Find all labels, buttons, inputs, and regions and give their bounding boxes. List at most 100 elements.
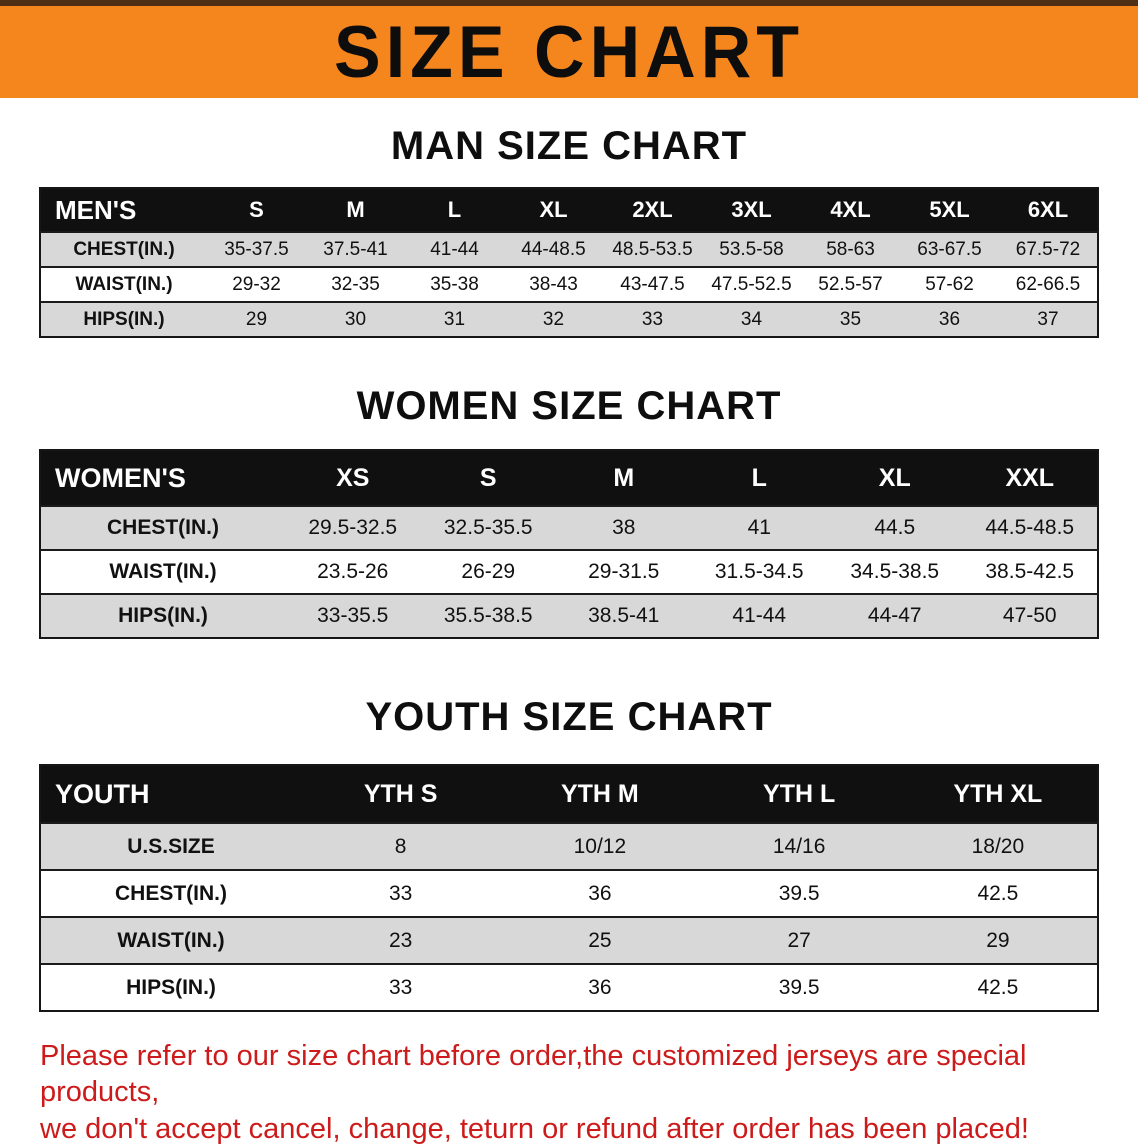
table-row: HIPS(IN.) 33 36 39.5 42.5 <box>40 963 1098 1011</box>
measurement-value-cell: 30 <box>306 301 405 337</box>
women-section: WOMEN SIZE CHART WOMEN'S XS S M L XL XXL CHEST(… <box>0 384 1138 639</box>
measurement-value-cell: 36 <box>500 963 700 1011</box>
measurement-value-cell: 33 <box>301 869 501 917</box>
measurement-value-cell: 42.5 <box>898 963 1098 1011</box>
row-label-cell: HIPS(IN.) <box>40 963 301 1011</box>
table-header-row: WOMEN'S XS S M L XL XXL <box>40 450 1098 506</box>
table-title-cell: YOUTH <box>40 765 301 823</box>
measurement-value-cell: 23.5-26 <box>285 549 421 594</box>
row-label-cell: HIPS(IN.) <box>40 593 285 638</box>
measurement-value-cell: 57-62 <box>900 266 999 302</box>
table-row: CHEST(IN.) 33 36 39.5 42.5 <box>40 869 1098 917</box>
measurement-value-cell: 41 <box>691 505 827 550</box>
measurement-value-cell: 44.5 <box>827 505 963 550</box>
table-row: CHEST(IN.) 35-37.5 37.5-41 41-44 44-48.5 48.5… <box>40 231 1098 267</box>
measurement-value-cell: 42.5 <box>898 869 1098 917</box>
measurement-value-cell: 38 <box>556 505 692 550</box>
row-label-cell: CHEST(IN.) <box>40 869 301 917</box>
measurement-value-cell: 38.5-42.5 <box>962 549 1098 594</box>
measurement-value-cell: 25 <box>500 916 700 964</box>
youth-section-heading: YOUTH SIZE CHART <box>365 695 773 739</box>
size-column-header: 5XL <box>900 188 999 232</box>
measurement-value-cell: 33-35.5 <box>285 593 421 638</box>
measurement-value-cell: 31.5-34.5 <box>691 549 827 594</box>
measurement-value-cell: 44-47 <box>827 593 963 638</box>
measurement-value-cell: 52.5-57 <box>801 266 900 302</box>
measurement-value-cell: 32 <box>504 301 603 337</box>
measurement-value-cell: 63-67.5 <box>900 231 999 267</box>
youth-size-table: YOUTH YTH S YTH M YTH L YTH XL U.S.SIZE 8 10/12… <box>39 764 1099 1012</box>
measurement-value-cell: 32-35 <box>306 266 405 302</box>
measurement-value-cell: 33 <box>603 301 702 337</box>
table-title-cell: MEN'S <box>40 188 207 232</box>
measurement-value-cell: 39.5 <box>699 963 899 1011</box>
table-row: U.S.SIZE 8 10/12 14/16 18/20 <box>40 822 1098 870</box>
size-column-header: S <box>420 450 556 506</box>
page-title: SIZE CHART <box>334 11 804 93</box>
measurement-value-cell: 39.5 <box>699 869 899 917</box>
men-section-heading: MAN SIZE CHART <box>390 124 748 168</box>
row-label-cell: CHEST(IN.) <box>40 505 285 550</box>
women-section-heading: WOMEN SIZE CHART <box>356 384 782 428</box>
measurement-value-cell: 48.5-53.5 <box>603 231 702 267</box>
disclaimer-line-1: Please refer to our size chart before or… <box>40 1040 1027 1109</box>
men-section: MAN SIZE CHART MEN'S S M L XL 2XL 3XL 4XL 5XL 6XL… <box>0 124 1138 338</box>
measurement-value-cell: 34.5-38.5 <box>827 549 963 594</box>
measurement-value-cell: 29-31.5 <box>556 549 692 594</box>
table-title-cell: WOMEN'S <box>40 450 285 506</box>
measurement-value-cell: 18/20 <box>898 822 1098 870</box>
measurement-value-cell: 35-38 <box>405 266 504 302</box>
size-column-header: M <box>306 188 405 232</box>
size-column-header: XXL <box>962 450 1098 506</box>
size-chart-banner: SIZE CHART <box>0 0 1138 98</box>
measurement-value-cell: 35.5-38.5 <box>420 593 556 638</box>
measurement-value-cell: 44-48.5 <box>504 231 603 267</box>
measurement-value-cell: 47.5-52.5 <box>702 266 801 302</box>
size-column-header: L <box>691 450 827 506</box>
row-label-cell: U.S.SIZE <box>40 822 301 870</box>
table-header-row: MEN'S S M L XL 2XL 3XL 4XL 5XL 6XL <box>40 188 1098 232</box>
size-column-header: 3XL <box>702 188 801 232</box>
table-row: HIPS(IN.) 33-35.5 35.5-38.5 38.5-41 41-44 44-… <box>40 593 1098 638</box>
measurement-value-cell: 29 <box>207 301 306 337</box>
youth-section: YOUTH SIZE CHART YOUTH YTH S YTH M YTH L YTH… <box>0 695 1138 1012</box>
row-label-cell: WAIST(IN.) <box>40 549 285 594</box>
measurement-value-cell: 34 <box>702 301 801 337</box>
table-header-row: YOUTH YTH S YTH M YTH L YTH XL <box>40 765 1098 823</box>
measurement-value-cell: 37.5-41 <box>306 231 405 267</box>
measurement-value-cell: 32.5-35.5 <box>420 505 556 550</box>
table-row: WAIST(IN.) 23 25 27 29 <box>40 916 1098 964</box>
table-row: HIPS(IN.) 29 30 31 32 33 34 35 36 37 <box>40 301 1098 337</box>
table-row: WAIST(IN.) 23.5-26 26-29 29-31.5 31.5-34.5 34… <box>40 549 1098 594</box>
measurement-value-cell: 35 <box>801 301 900 337</box>
table-row: CHEST(IN.) 29.5-32.5 32.5-35.5 38 41 44.5 44.5… <box>40 505 1098 550</box>
measurement-value-cell: 14/16 <box>699 822 899 870</box>
size-column-header: L <box>405 188 504 232</box>
row-label-cell: HIPS(IN.) <box>40 301 207 337</box>
measurement-value-cell: 36 <box>900 301 999 337</box>
size-column-header: XS <box>285 450 421 506</box>
measurement-value-cell: 27 <box>699 916 899 964</box>
measurement-value-cell: 10/12 <box>500 822 700 870</box>
measurement-value-cell: 43-47.5 <box>603 266 702 302</box>
disclaimer: Please refer to our size chart before or… <box>40 1038 1110 1147</box>
measurement-value-cell: 29.5-32.5 <box>285 505 421 550</box>
size-column-header: M <box>556 450 692 506</box>
measurement-value-cell: 35-37.5 <box>207 231 306 267</box>
women-size-table: WOMEN'S XS S M L XL XXL CHEST(IN.) 29.5-32.5 32.5… <box>39 449 1099 639</box>
measurement-value-cell: 26-29 <box>420 549 556 594</box>
measurement-value-cell: 37 <box>999 301 1098 337</box>
measurement-value-cell: 8 <box>301 822 501 870</box>
disclaimer-line-2: we don't accept cancel, change, teturn o… <box>40 1112 1029 1145</box>
measurement-value-cell: 47-50 <box>962 593 1098 638</box>
measurement-value-cell: 36 <box>500 869 700 917</box>
measurement-value-cell: 53.5-58 <box>702 231 801 267</box>
measurement-value-cell: 38-43 <box>504 266 603 302</box>
measurement-value-cell: 41-44 <box>405 231 504 267</box>
row-label-cell: WAIST(IN.) <box>40 266 207 302</box>
measurement-value-cell: 33 <box>301 963 501 1011</box>
row-label-cell: CHEST(IN.) <box>40 231 207 267</box>
size-column-header: S <box>207 188 306 232</box>
row-label-cell: WAIST(IN.) <box>40 916 301 964</box>
measurement-value-cell: 67.5-72 <box>999 231 1098 267</box>
